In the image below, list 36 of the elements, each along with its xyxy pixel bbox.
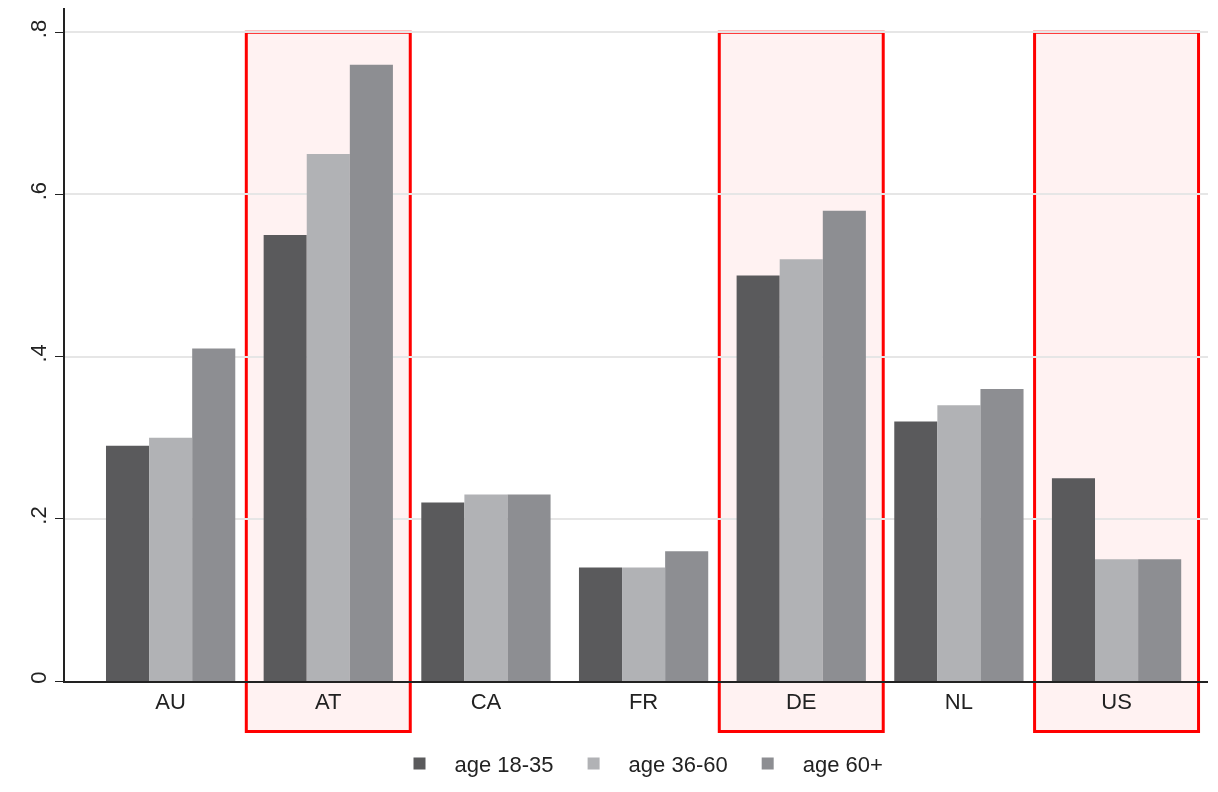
bar [779,259,823,681]
bar [105,445,150,681]
bar [1051,478,1096,681]
y-tick-label: .2 [26,506,52,525]
x-tick-label: US [1101,689,1132,715]
bar [665,551,709,681]
bar [622,567,666,681]
y-tick-label: 0 [26,671,52,684]
bar [980,389,1024,681]
legend-label: age 60+ [802,752,883,778]
x-tick-label: CA [470,689,502,715]
y-tick-label: .6 [26,182,52,201]
bar [263,235,307,681]
x-tick-label: NL [944,689,973,715]
bar [1095,559,1139,681]
legend-label: age 18-35 [454,752,554,778]
bar [736,275,780,681]
x-tick-label: FR [628,689,659,715]
bar [937,405,981,681]
x-tick-label: AT [315,689,342,715]
bar [306,153,350,681]
x-tick-label: AU [155,689,186,715]
bar [1138,559,1182,681]
bar [578,567,623,681]
x-tick-label: DE [785,689,817,715]
bar [349,64,393,681]
bar [192,348,236,681]
bar [464,494,508,681]
y-tick-label: .4 [26,344,52,363]
bar [822,210,866,681]
bar [507,494,551,681]
bar [421,502,465,681]
legend-label: age 36-60 [628,752,728,778]
bar [894,421,938,681]
y-tick-label: .8 [26,19,52,39]
bar [149,437,193,681]
